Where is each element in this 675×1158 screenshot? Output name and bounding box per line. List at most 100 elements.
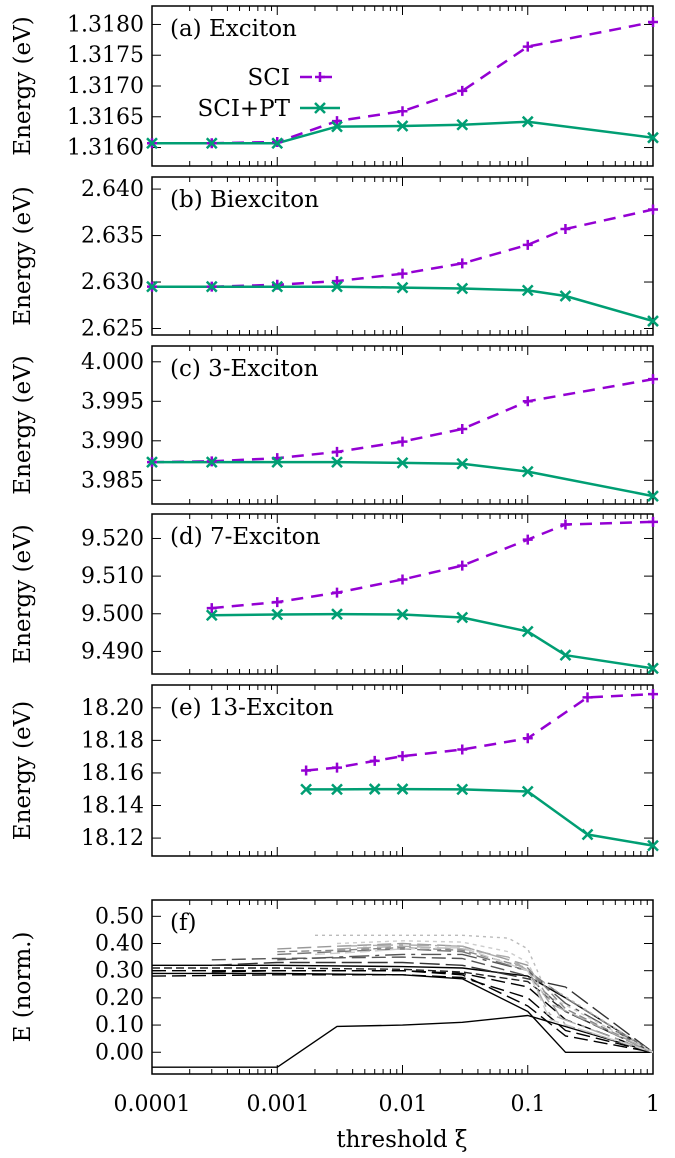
- cross-marker: [521, 625, 534, 638]
- cross-marker: [456, 282, 469, 295]
- normalized-series-line: [277, 948, 653, 1053]
- series-line-sci: [305, 692, 653, 772]
- normalized-series-line: [277, 946, 653, 1053]
- series-line-sci-pt: [152, 460, 653, 498]
- series-line-sci-pt: [306, 787, 653, 847]
- y-tick-label: 2.640: [81, 177, 144, 202]
- y-tick-label: 0.40: [95, 932, 144, 957]
- y-tick-label: 18.20: [81, 696, 144, 721]
- plus-marker: [582, 692, 593, 703]
- plus-marker: [560, 224, 571, 235]
- plus-marker: [272, 597, 283, 608]
- plus-marker: [457, 258, 468, 269]
- y-tick-label: 9.520: [81, 526, 144, 551]
- x-tick-label: 1: [646, 1092, 660, 1117]
- y-tick-label: 3.985: [81, 468, 144, 493]
- y-tick-label: 18.14: [81, 794, 144, 819]
- panel-label: (e) 13-Exciton: [170, 695, 334, 721]
- cross-marker: [521, 785, 534, 798]
- y-tick-label: 2.630: [81, 270, 144, 295]
- cross-marker: [271, 137, 284, 150]
- y-tick-label: 18.18: [81, 728, 144, 753]
- plus-marker: [648, 374, 658, 385]
- y-tick-label: 9.490: [81, 639, 144, 664]
- cross-marker: [581, 828, 594, 841]
- cross-marker: [331, 120, 343, 133]
- y-axis-title: Energy (eV): [10, 186, 36, 325]
- cross-marker: [271, 456, 284, 469]
- cross-marker: [521, 284, 534, 297]
- legend-label: SCI: [248, 65, 290, 91]
- plus-marker: [648, 204, 658, 215]
- data-layer: [152, 934, 653, 1068]
- y-tick-label: 2.625: [81, 316, 144, 341]
- cross-marker: [456, 457, 469, 470]
- data-layer: [305, 692, 653, 847]
- cross-marker: [331, 280, 343, 293]
- y-axis-title: E (norm.): [10, 932, 36, 1043]
- x-tick-label: 0.1: [511, 1092, 546, 1117]
- x-axis-title: threshold ξ: [336, 1127, 467, 1153]
- normalized-series-line: [336, 945, 653, 1053]
- data-layer: [152, 208, 653, 323]
- plus-marker: [332, 116, 343, 127]
- x-tick-label: 0.0001: [114, 1092, 191, 1117]
- plus-marker: [397, 574, 408, 585]
- plot-frame: [151, 899, 654, 1075]
- cross-marker: [368, 783, 381, 795]
- normalized-series-line: [336, 944, 653, 1053]
- plus-marker: [522, 239, 533, 250]
- cross-marker: [647, 839, 659, 852]
- y-tick-label: 0.00: [95, 1040, 144, 1065]
- plus-marker: [369, 755, 380, 766]
- panel: 1.3160 1.3165 1.3170 1.3175 1.3180 Energy (eV…: [10, 5, 659, 167]
- y-tick-label: 0.20: [95, 986, 144, 1011]
- plus-marker: [397, 436, 408, 447]
- cross-marker: [146, 137, 158, 150]
- y-tick-label: 2.635: [81, 224, 144, 249]
- series-line-sci-pt: [152, 285, 653, 323]
- legend-cross-marker: [314, 102, 326, 114]
- plus-marker: [522, 534, 533, 545]
- normalized-series-line: [336, 940, 653, 1053]
- plus-marker: [522, 41, 533, 52]
- plus-marker: [397, 751, 408, 762]
- plus-marker: [457, 85, 468, 96]
- cross-marker: [396, 457, 409, 469]
- y-axis-title: Energy (eV): [10, 355, 36, 494]
- series-line-sci: [152, 377, 653, 464]
- plus-marker: [560, 519, 571, 530]
- panel-label: (f): [170, 910, 196, 936]
- normalized-series-line: [152, 972, 653, 1054]
- normalized-series-line: [277, 953, 653, 1053]
- legend-plus-marker: [315, 72, 325, 82]
- cross-marker: [647, 662, 659, 675]
- cross-marker: [396, 281, 409, 294]
- y-tick-label: 9.500: [81, 602, 144, 627]
- panel-label: (d) 7-Exciton: [170, 524, 320, 550]
- cross-marker: [647, 315, 659, 327]
- y-tick-label: 0.50: [95, 904, 144, 929]
- y-tick-label: 1.3180: [67, 12, 144, 37]
- plus-marker: [522, 396, 533, 407]
- cross-marker: [456, 118, 469, 131]
- plus-marker: [457, 744, 468, 755]
- cross-marker: [521, 465, 534, 478]
- x-tick-label: 0.01: [379, 1092, 428, 1117]
- panel-label: (b) Biexciton: [170, 187, 319, 213]
- cross-marker: [146, 456, 158, 469]
- y-axis-title: Energy (eV): [10, 16, 36, 155]
- panels: 1.3160 1.3165 1.3170 1.3175 1.3180 Energy (eV…: [10, 5, 659, 1075]
- normalized-series-line: [314, 946, 653, 1053]
- panel: 2.625 2.630 2.635 2.640 Energy (eV) (b) Biexc…: [10, 176, 659, 341]
- cross-marker: [559, 290, 572, 302]
- cross-marker: [331, 783, 343, 796]
- cross-marker: [331, 456, 343, 469]
- y-tick-label: 0.30: [95, 959, 144, 984]
- cross-marker: [331, 608, 343, 621]
- panel-label: (c) 3-Exciton: [170, 356, 319, 382]
- cross-marker: [521, 115, 534, 128]
- normalized-series-line: [152, 1014, 653, 1068]
- plus-marker: [397, 106, 408, 117]
